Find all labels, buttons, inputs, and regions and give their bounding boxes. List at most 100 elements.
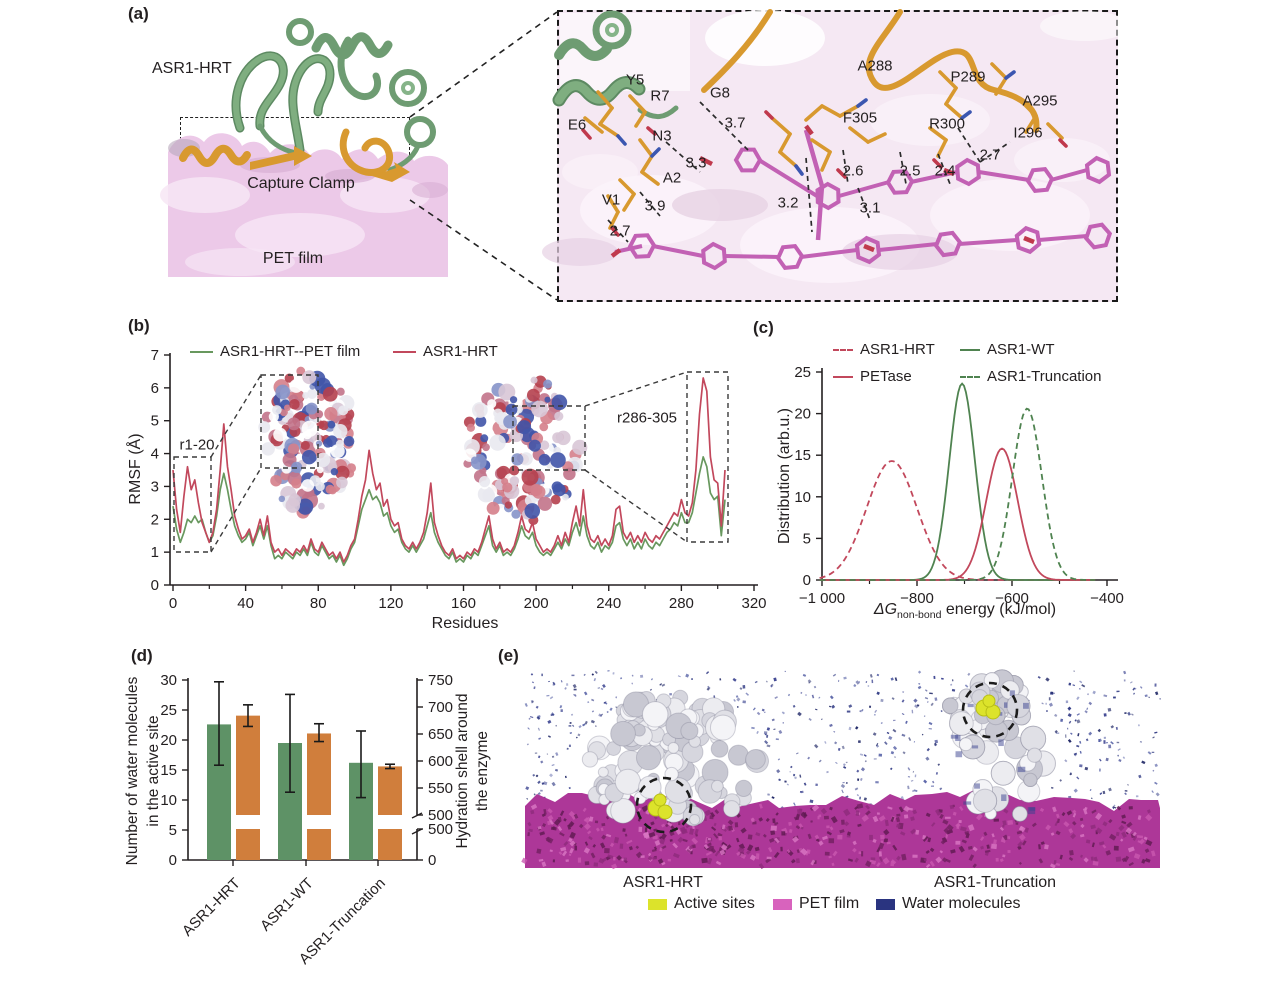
svg-text:20: 20 [794, 406, 811, 423]
residue-label: F305 [842, 109, 878, 127]
panel-a-tag: (a) [128, 4, 149, 23]
active-sites-swatch [648, 898, 667, 910]
pet-film-swatch [773, 898, 792, 910]
pet-film-label: PET film [262, 250, 324, 267]
legend-label: PET film [799, 895, 860, 912]
svg-text:10: 10 [794, 489, 811, 506]
legend-item-asr1-wt: ASR1-WT [960, 341, 1055, 358]
svg-text:0: 0 [428, 852, 436, 869]
legend-line-green-dashed [960, 375, 980, 378]
residue-label: Y5 [625, 71, 645, 89]
bar-series [207, 680, 402, 860]
distance-label: 2.7 [979, 146, 1001, 164]
svg-text:RMSF (Å): RMSF (Å) [125, 433, 144, 504]
svg-text:ASR1-HRT: ASR1-HRT [179, 875, 244, 940]
legend-label: ASR1-HRT--PET film [220, 343, 361, 360]
svg-text:80: 80 [310, 595, 327, 612]
svg-text:15: 15 [794, 447, 811, 464]
svg-text:120: 120 [378, 595, 403, 612]
legend-item-asr1-hrt: ASR1-HRT [393, 343, 498, 360]
svg-text:ASR1-WT: ASR1-WT [257, 875, 317, 935]
svg-text:in the active site: in the active site [145, 715, 162, 826]
rmsf-series [172, 377, 726, 567]
bar-axes: 0 5 10 15 20 25 30 500 550 600 650 700 750 0 500 Number… [124, 672, 491, 968]
svg-text:550: 550 [428, 780, 453, 797]
residue-label: V1 [601, 191, 621, 209]
rmsf-axes: 0 1 2 3 4 5 6 7 0 40 80 120 160 200 240 280 320 Residues R… [125, 347, 767, 632]
svg-text:200: 200 [524, 595, 549, 612]
svg-text:5: 5 [169, 822, 177, 839]
dg-series [819, 382, 1096, 581]
legend-item-asr1-truncation: ASR1-Truncation [960, 368, 1102, 385]
residue-label: A288 [857, 57, 893, 75]
distance-label: 2.4 [934, 162, 956, 180]
panel-c-tag: (c) [753, 318, 774, 337]
svg-text:0: 0 [803, 572, 811, 589]
panel-a-inset-box [557, 10, 1118, 302]
legend-line-red-solid [833, 375, 853, 378]
active-sites [647, 694, 1001, 820]
legend-label: ASR1-HRT [860, 341, 935, 358]
svg-text:600: 600 [428, 753, 453, 770]
svg-text:0: 0 [169, 595, 177, 612]
legend-label: Active sites [674, 895, 755, 912]
residue-label: E6 [567, 116, 587, 134]
residue-label: P289 [950, 68, 986, 86]
legend-line-green-solid [960, 348, 980, 351]
svg-text:7: 7 [151, 347, 159, 364]
legend-item-petase: PETase [833, 368, 912, 385]
legend-item-pet-film: PET film [773, 895, 859, 913]
legend-line-red [393, 350, 416, 353]
legend-label: ASR1-Truncation [987, 368, 1102, 385]
legend-item-water-molecules: Water molecules [876, 895, 1021, 913]
legend-item-asr1-hrt-dashed: ASR1-HRT [833, 341, 935, 358]
annotation-r286-305: r286-305 [616, 409, 678, 427]
svg-text:−400: −400 [1090, 590, 1124, 607]
svg-text:5: 5 [803, 530, 811, 547]
svg-text:0: 0 [169, 852, 177, 869]
svg-text:Number of water molecules: Number of water molecules [124, 676, 141, 865]
svg-text:750: 750 [428, 672, 453, 689]
svg-text:Residues: Residues [432, 615, 499, 632]
legend-label: PETase [860, 368, 912, 385]
distance-label: 2.6 [842, 162, 864, 180]
distance-label: 3.7 [724, 114, 746, 132]
xlabel-suffix: energy (kJ/mol) [941, 601, 1057, 618]
svg-text:3: 3 [151, 478, 159, 495]
legend-line-red-dashed [833, 348, 853, 351]
residue-label: A2 [662, 169, 682, 187]
panel-d-tag: (d) [131, 646, 153, 665]
svg-text:4: 4 [151, 446, 159, 463]
svg-text:Hydration shell around: Hydration shell around [454, 693, 471, 848]
enzyme-asr1-hrt [581, 689, 769, 827]
distance-label: 3.3 [685, 154, 707, 172]
svg-text:30: 30 [160, 672, 177, 689]
panel-b-tag: (b) [128, 316, 150, 335]
svg-text:650: 650 [428, 726, 453, 743]
svg-text:−1 000: −1 000 [799, 590, 845, 607]
legend-item-asr1-hrt-pet-film: ASR1-HRT--PET film [190, 343, 360, 360]
panel-c-xlabel: ΔGnon-bond energy (kJ/mol) [845, 601, 1085, 621]
svg-text:500: 500 [428, 807, 453, 824]
legend-line-green [190, 350, 213, 353]
water-molecules [524, 670, 1161, 819]
zoom-connector-lines [409, 11, 558, 301]
enzyme-asr1-truncation [941, 669, 1056, 822]
svg-text:10: 10 [160, 792, 177, 809]
distance-label: 2.7 [609, 222, 631, 240]
svg-text:15: 15 [160, 762, 177, 779]
svg-text:ASR1-Truncation: ASR1-Truncation [296, 875, 389, 968]
svg-text:1: 1 [151, 544, 159, 561]
svg-text:20: 20 [160, 732, 177, 749]
residue-label: N3 [652, 127, 672, 145]
xlabel-prefix: ΔG [873, 601, 898, 618]
svg-text:25: 25 [794, 364, 811, 381]
residue-label: A295 [1022, 92, 1058, 110]
capture-clamp-label: Capture Clamp [247, 175, 355, 192]
legend-label: ASR1-WT [987, 341, 1055, 358]
svg-text:500: 500 [428, 821, 453, 838]
residue-label: R300 [929, 115, 965, 133]
svg-text:700: 700 [428, 699, 453, 716]
